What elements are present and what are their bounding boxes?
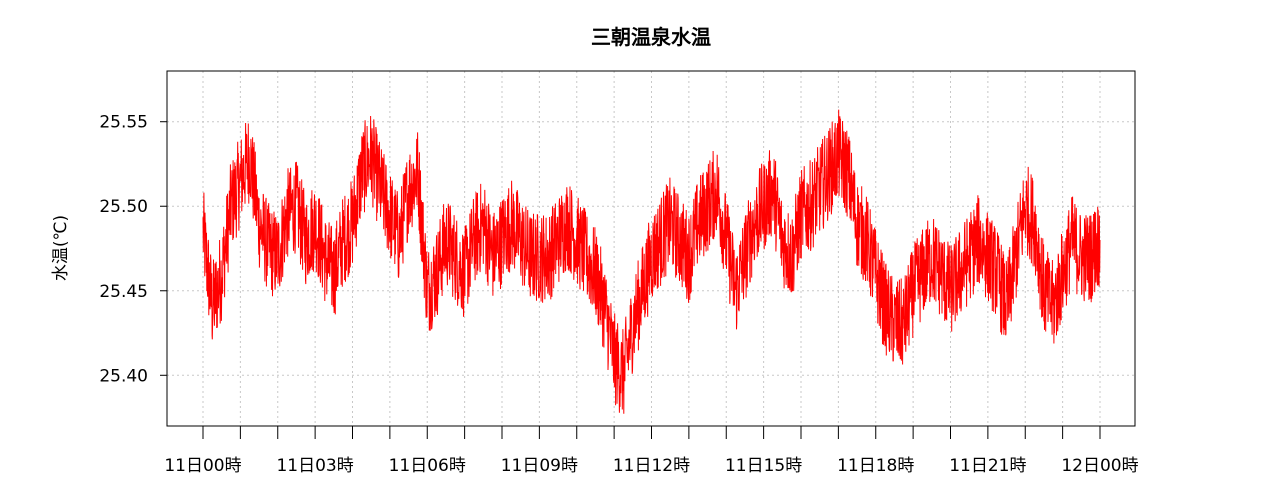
x-tick-label: 11日18時 <box>837 456 914 476</box>
x-tick-label: 12日00時 <box>1061 456 1138 476</box>
y-tick-label: 25.50 <box>99 197 148 217</box>
chart-title: 三朝温泉水温 <box>591 25 711 49</box>
x-tick-label: 11日15時 <box>725 456 802 476</box>
y-tick-label: 25.45 <box>99 282 148 302</box>
y-axis-title: 水温(℃) <box>51 215 71 281</box>
y-tick-label: 25.55 <box>99 113 148 133</box>
x-tick-label: 11日03時 <box>276 456 353 476</box>
x-axis: 11日00時 11日03時 11日06時 11日09時 11日12時 11日15時 11日1… <box>164 425 1139 476</box>
series-group <box>202 109 1101 414</box>
x-tick-label: 11日09時 <box>501 456 578 476</box>
y-axis: 25.40 25.45 25.50 25.55 <box>99 113 167 386</box>
x-tick-label: 11日00時 <box>164 456 241 476</box>
x-tick-label: 11日12時 <box>613 456 690 476</box>
y-tick-label: 25.40 <box>99 366 148 386</box>
series-line <box>202 109 1101 414</box>
x-tick-label: 11日06時 <box>389 456 466 476</box>
x-tick-label: 11日21時 <box>949 456 1026 476</box>
